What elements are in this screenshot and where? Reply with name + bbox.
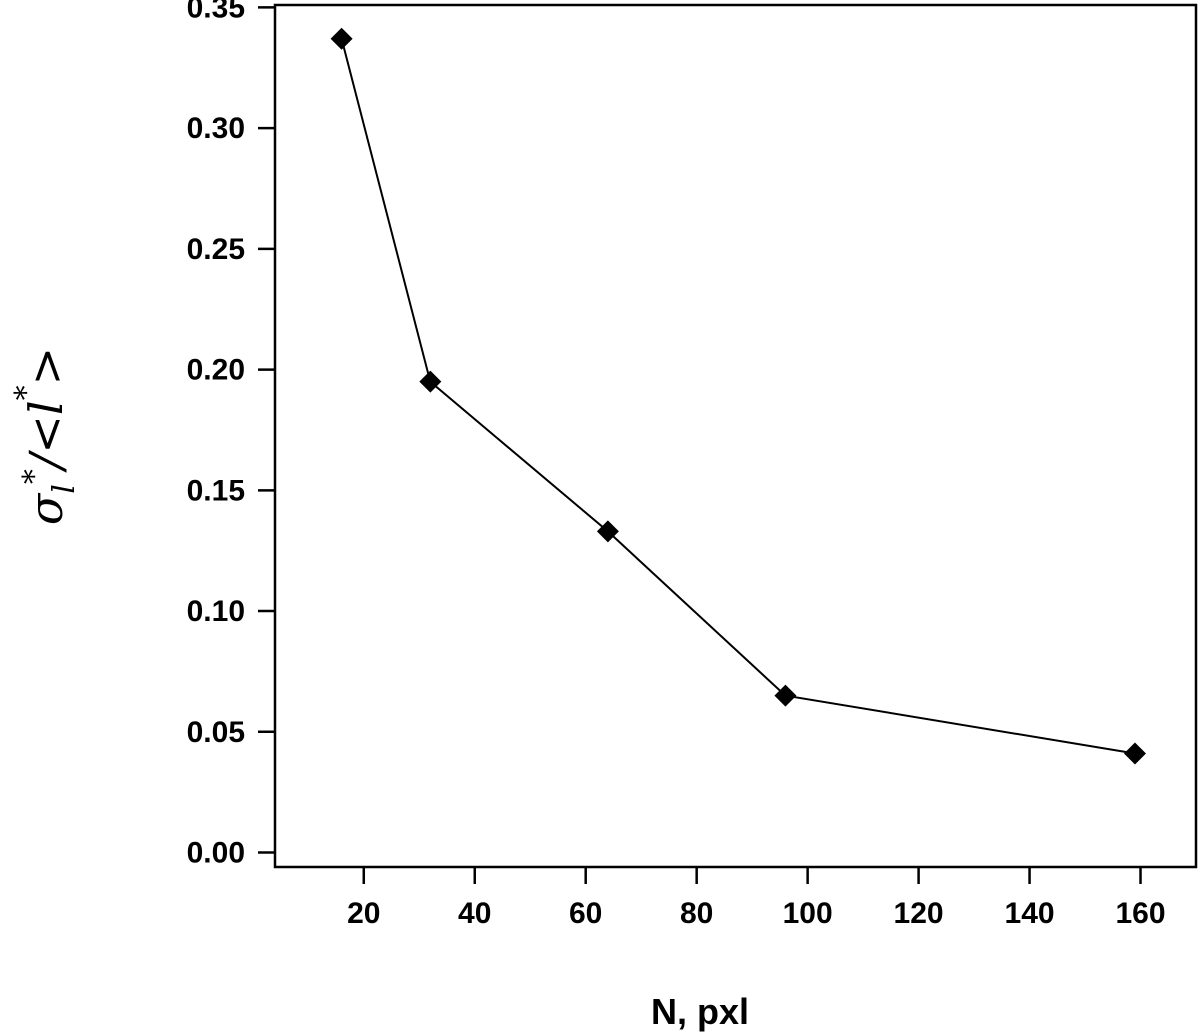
x-tick-label: 160 [1115, 897, 1165, 930]
y-tick-label: 0.20 [187, 354, 245, 387]
y-axis-title-l: l [19, 400, 73, 415]
x-tick-label: 100 [783, 897, 833, 930]
y-tick-label: 0.05 [187, 716, 245, 749]
y-axis-title-sigma: σ [19, 492, 73, 525]
y-axis-title: σl*/<l*> [9, 347, 82, 525]
x-axis-title: N, pxl [651, 991, 749, 1032]
y-tick-label: 0.30 [187, 112, 245, 145]
y-tick-label: 0.00 [187, 837, 245, 870]
y-axis-title-star: * [17, 469, 52, 484]
data-point [774, 684, 797, 707]
y-axis-title-close: > [19, 347, 73, 386]
data-series [330, 27, 1146, 765]
x-tick-label: 120 [894, 897, 944, 930]
x-tick-label: 40 [458, 897, 491, 930]
y-axis-title-star-2: * [9, 385, 44, 400]
plot-frame [273, 3, 1198, 869]
y-axis: 0.00 0.05 0.10 0.15 0.20 0.25 0.30 0.35 [187, 0, 275, 870]
y-axis-title-subscript: l [47, 484, 82, 494]
x-tick-label: 80 [680, 897, 713, 930]
y-tick-label: 0.10 [187, 595, 245, 628]
y-axis-title-divider: /< [19, 415, 73, 473]
x-tick-label: 60 [569, 897, 602, 930]
x-tick-label: 20 [347, 897, 380, 930]
data-point [330, 27, 353, 50]
series-line [340, 38, 1136, 755]
svg-text:σl*/<l*>: σl*/<l*> [9, 347, 82, 525]
data-point [596, 520, 619, 543]
y-tick-label: 0.25 [187, 233, 245, 266]
x-axis: 20 40 60 80 100 120 140 160 [347, 867, 1166, 930]
y-tick-label: 0.35 [187, 0, 245, 24]
data-point [419, 370, 442, 393]
data-point [1123, 742, 1146, 765]
x-tick-label: 140 [1005, 897, 1055, 930]
y-tick-label: 0.15 [187, 474, 245, 507]
